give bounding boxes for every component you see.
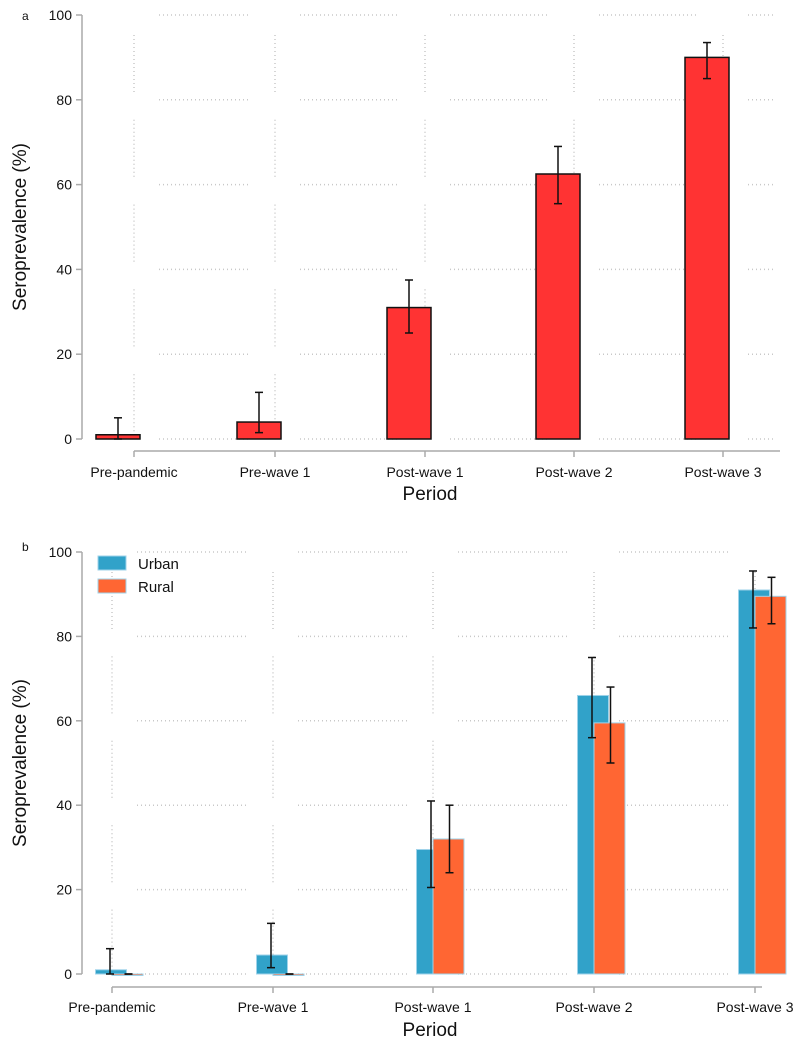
y-tick-label: 80 xyxy=(56,92,72,108)
error-bar xyxy=(405,279,413,334)
y-axis-title: Seroprevalence (%) xyxy=(10,143,31,311)
x-tick-label: Pre-pandemic xyxy=(68,999,155,1015)
y-tick-label: 40 xyxy=(56,797,72,813)
x-axis-title: Period xyxy=(403,484,458,505)
error-bar xyxy=(267,922,275,969)
bar-rural xyxy=(754,595,787,975)
legend-label-urban: Urban xyxy=(138,556,179,573)
x-tick-label: Post-wave 2 xyxy=(555,999,632,1015)
x-axis-title: Period xyxy=(403,1020,458,1041)
x-tick-label: Pre-pandemic xyxy=(90,464,177,480)
x-tick-label: Post-wave 1 xyxy=(386,464,463,480)
legend-swatch-urban xyxy=(97,555,127,571)
panel-b: b 0 20 40 60 80 100 Seroprevalence (%) Pre-pande… xyxy=(10,540,794,1041)
error-bar xyxy=(445,804,454,874)
panel-label: b xyxy=(22,540,29,554)
y-tick-label: 60 xyxy=(56,177,72,193)
error-bar xyxy=(114,417,122,440)
error-bar xyxy=(106,947,114,975)
panel-a: a 0 20 40 60 80 100 Seroprevalence (%) Pre-pande… xyxy=(10,7,780,505)
x-tick-label: Post-wave 2 xyxy=(535,464,612,480)
bar-all xyxy=(535,173,581,440)
legend: Urban Rural xyxy=(97,555,179,596)
x-tick-label: Post-wave 3 xyxy=(684,464,761,480)
x-tick-label: Pre-wave 1 xyxy=(238,999,309,1015)
error-bar xyxy=(703,41,711,80)
y-tick-label: 0 xyxy=(64,431,72,447)
y-tick-label: 100 xyxy=(49,7,73,23)
error-bar xyxy=(767,576,776,625)
gridlines xyxy=(111,551,756,975)
error-bar xyxy=(749,570,757,629)
bar-rural xyxy=(593,722,626,975)
bar-urban xyxy=(256,954,288,975)
error-bar xyxy=(588,656,596,739)
bar-all xyxy=(684,56,730,440)
panel-label: a xyxy=(22,9,29,23)
error-bar xyxy=(554,145,562,205)
legend-label-rural: Rural xyxy=(138,579,174,596)
y-tick-label: 100 xyxy=(49,544,73,560)
y-tick-label: 20 xyxy=(56,346,72,362)
bar-rural xyxy=(432,838,465,975)
y-tick-label: 80 xyxy=(56,628,72,644)
y-tick-label: 0 xyxy=(64,966,72,982)
y-tick-label: 40 xyxy=(56,261,72,277)
x-tick-label: Post-wave 1 xyxy=(394,999,471,1015)
legend-swatch-rural xyxy=(97,578,127,594)
y-tick-label: 20 xyxy=(56,882,72,898)
gridlines xyxy=(133,14,775,440)
error-bar xyxy=(606,686,615,764)
y-tick-label: 60 xyxy=(56,713,72,729)
x-tick-label: Pre-wave 1 xyxy=(240,464,311,480)
error-bar xyxy=(427,800,435,889)
y-axis-title: Seroprevalence (%) xyxy=(10,679,31,847)
error-bar xyxy=(255,391,263,434)
x-tick-label: Post-wave 3 xyxy=(716,999,793,1015)
